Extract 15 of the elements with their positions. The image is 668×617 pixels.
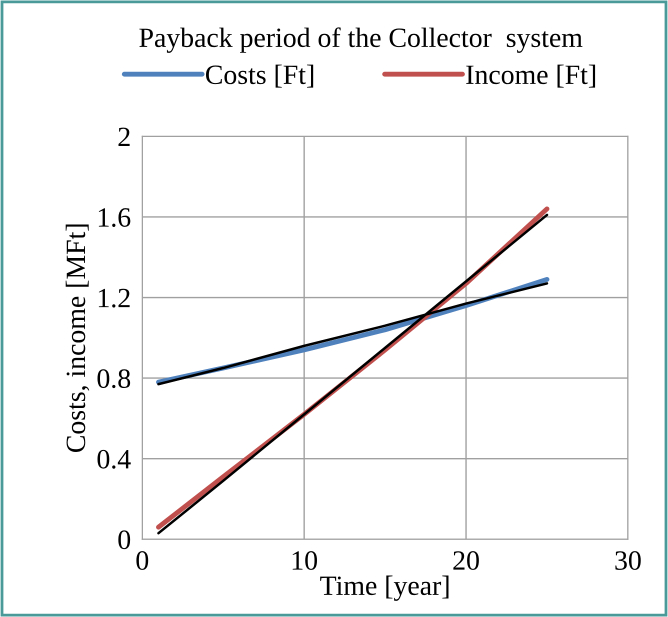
- y-tick-label: 0.8: [98, 369, 130, 388]
- x-tick-label: 30: [615, 551, 641, 570]
- y-tick-label: 1.6: [98, 208, 130, 227]
- chart-title: Payback period of the Collector system: [139, 27, 582, 53]
- x-tick-label: 10: [292, 551, 317, 570]
- x-axis-title: Time [year]: [320, 576, 448, 601]
- y-tick-label: 0.4: [98, 450, 131, 469]
- y-axis-title: Costs, income [MFt]: [66, 224, 90, 452]
- legend-label: Costs [Ft]: [206, 64, 314, 88]
- y-tick-label: 2: [118, 128, 130, 146]
- y-tick-label: 0: [118, 530, 130, 550]
- x-tick-label: 20: [453, 551, 479, 570]
- y-tick-label: 1.2: [98, 288, 130, 308]
- x-tick-label: 0: [136, 551, 148, 570]
- legend-label: Income [Ft]: [466, 64, 596, 88]
